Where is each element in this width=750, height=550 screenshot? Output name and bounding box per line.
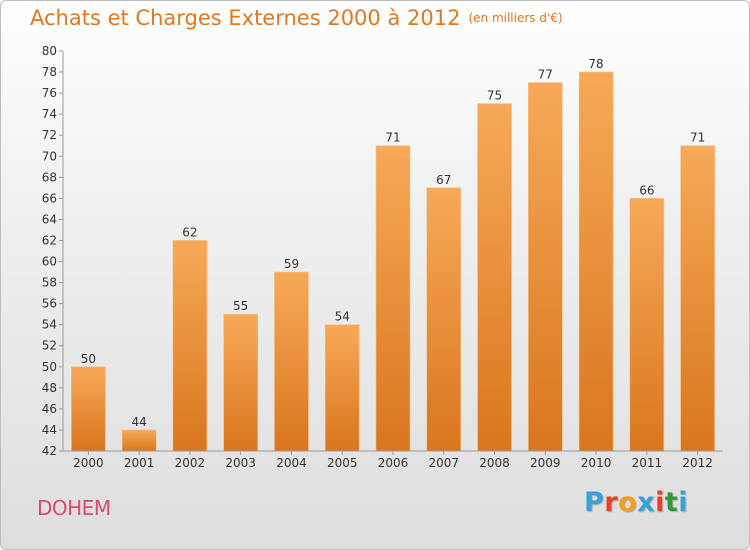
bar-2012 xyxy=(680,145,715,452)
bar-2009 xyxy=(528,82,563,452)
bar-2008 xyxy=(477,103,512,452)
chart-title: Achats et Charges Externes 2000 à 2012 (e… xyxy=(30,6,563,30)
y-tick-label-70: 70 xyxy=(42,149,57,163)
y-tick-label-42: 42 xyxy=(42,444,57,458)
logo-letter: i xyxy=(655,487,665,518)
x-tick-label-2012: 2012 xyxy=(682,456,713,470)
y-tick-label-66: 66 xyxy=(42,191,57,205)
logo-letter: t xyxy=(664,487,679,518)
y-tick-label-62: 62 xyxy=(42,233,57,247)
bar-2000 xyxy=(71,366,106,452)
bar-value-label-2010: 78 xyxy=(588,57,603,71)
y-tick-label-76: 76 xyxy=(42,86,57,100)
bar-value-label-2007: 67 xyxy=(436,173,451,187)
y-tick-label-60: 60 xyxy=(42,255,57,269)
bar-value-label-2003: 55 xyxy=(233,299,248,313)
bar-value-label-2005: 54 xyxy=(335,310,350,324)
x-tick-label-2011: 2011 xyxy=(632,456,663,470)
x-tick-label-2007: 2007 xyxy=(428,456,459,470)
y-tick-label-48: 48 xyxy=(42,381,57,395)
x-tick-label-2008: 2008 xyxy=(479,456,510,470)
chart-title-text: Achats et Charges Externes 2000 à 2012 xyxy=(30,6,461,30)
x-tick-label-2000: 2000 xyxy=(73,456,104,470)
y-tick-label-74: 74 xyxy=(42,107,57,121)
bar-2001 xyxy=(121,429,157,452)
bar-value-label-2011: 66 xyxy=(639,183,654,197)
y-tick-label-54: 54 xyxy=(42,318,57,332)
bar-2010 xyxy=(578,71,614,452)
bar-2003 xyxy=(223,313,258,452)
bar-value-label-2001: 44 xyxy=(132,415,147,429)
y-tick-label-58: 58 xyxy=(42,276,57,290)
bar-value-label-2009: 77 xyxy=(538,68,553,82)
bar-2011 xyxy=(629,198,665,452)
x-tick-label-2010: 2010 xyxy=(581,456,612,470)
bar-value-label-2012: 71 xyxy=(690,131,705,145)
proxiti-logo: Proxiti xyxy=(584,487,688,518)
bar-2002 xyxy=(172,240,208,452)
y-tick-label-56: 56 xyxy=(42,297,57,311)
x-tick-label-2004: 2004 xyxy=(276,456,307,470)
bar-2006 xyxy=(375,145,411,452)
logo-letter: r xyxy=(604,487,619,518)
y-tick-label-46: 46 xyxy=(42,402,57,416)
x-tick-label-2002: 2002 xyxy=(175,456,206,470)
y-tick-label-52: 52 xyxy=(42,339,57,353)
commune-name: DOHEM xyxy=(37,496,111,520)
chart-unit: (en milliers d'€) xyxy=(468,11,563,25)
y-tick-label-72: 72 xyxy=(42,128,57,142)
logo-letter: o xyxy=(618,487,638,518)
x-tick-label-2009: 2009 xyxy=(530,456,561,470)
y-tick-label-50: 50 xyxy=(42,360,57,374)
x-tick-label-2001: 2001 xyxy=(124,456,155,470)
logo-letter: x xyxy=(637,487,656,518)
x-tick-label-2003: 2003 xyxy=(225,456,256,470)
bar-value-label-2002: 62 xyxy=(182,225,197,239)
bar-2005 xyxy=(324,324,360,452)
x-tick-label-2006: 2006 xyxy=(378,456,409,470)
y-tick-label-44: 44 xyxy=(42,423,57,437)
bar-value-label-2008: 75 xyxy=(487,89,502,103)
x-tick-label-2005: 2005 xyxy=(327,456,358,470)
logo-letter: P xyxy=(584,487,605,518)
y-tick-label-64: 64 xyxy=(42,212,57,226)
y-tick-label-68: 68 xyxy=(42,170,57,184)
bar-value-label-2006: 71 xyxy=(385,131,400,145)
bar-value-label-2000: 50 xyxy=(81,352,96,366)
bar-value-label-2004: 59 xyxy=(284,257,299,271)
logo-letter: i xyxy=(678,487,689,518)
bar-2004 xyxy=(274,271,309,452)
bar-2007 xyxy=(426,187,462,452)
y-tick-label-78: 78 xyxy=(42,65,57,79)
y-tick-label-80: 80 xyxy=(42,44,57,58)
